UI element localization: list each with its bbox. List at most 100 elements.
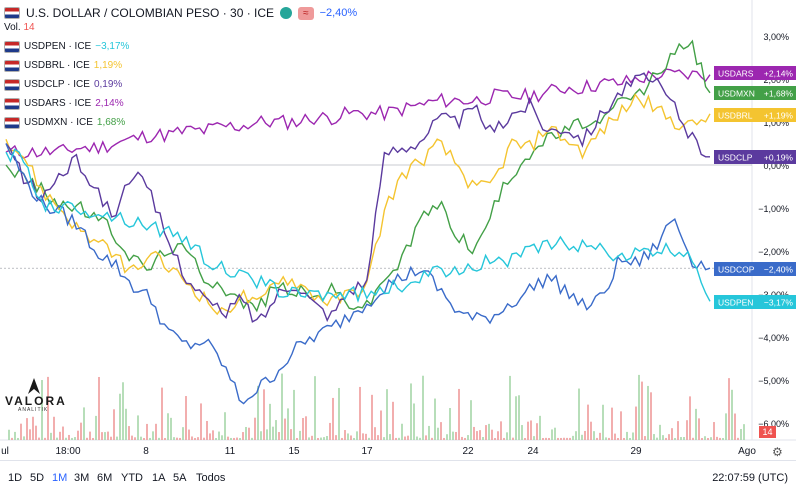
series-line-usdclp: [5, 72, 710, 323]
volume-bar: [458, 388, 460, 440]
volume-bar: [257, 385, 259, 440]
volume-bar: [695, 408, 697, 440]
y-tick-label: −6,00%: [758, 419, 789, 429]
volume-bar: [476, 431, 478, 440]
volume-bar: [644, 436, 646, 440]
volume-bar: [164, 437, 166, 440]
volume-bar: [668, 434, 670, 440]
volume-bar: [299, 430, 301, 440]
range-button-todos[interactable]: Todos: [196, 472, 226, 484]
volume-bar: [65, 437, 67, 440]
volume-bar: [590, 421, 592, 440]
volume-bar: [524, 437, 526, 440]
x-tick-label: 11: [225, 446, 236, 457]
volume-bar: [512, 437, 514, 440]
volume-bar: [377, 435, 379, 440]
volume-bar: [725, 413, 727, 440]
volume-bar: [125, 408, 127, 440]
range-button-1d[interactable]: 1D: [8, 472, 23, 484]
volume-bar: [407, 435, 409, 440]
gear-icon[interactable]: ⚙: [772, 445, 783, 459]
volume-bar: [170, 417, 172, 440]
main-change: −2,40%: [319, 7, 358, 19]
volume-bar: [401, 423, 403, 440]
volume-bar: [284, 418, 286, 440]
volume-bar: [209, 433, 211, 440]
legend-item[interactable]: USDPEN · ICE −3,17%: [4, 37, 357, 56]
volume-bar: [560, 437, 562, 440]
volume-bar: [365, 433, 367, 440]
volume-bar: [599, 432, 601, 440]
volume-bar: [167, 413, 169, 440]
volume-bar: [47, 376, 49, 440]
volume-bar: [239, 437, 241, 440]
volume-bar: [323, 437, 325, 440]
volume-bar: [608, 437, 610, 440]
range-button-5d[interactable]: 5D: [30, 472, 45, 484]
volume-bar: [518, 395, 520, 440]
volume-bar: [713, 422, 715, 440]
market-status-icon[interactable]: [280, 7, 293, 19]
legend-item[interactable]: USDARS · ICE 2,14%: [4, 94, 357, 113]
volume-bar: [362, 433, 364, 440]
volume-bar: [59, 431, 61, 440]
volume-bar: [497, 431, 499, 440]
volume-bar: [515, 396, 517, 440]
volume-bar: [83, 407, 85, 440]
legend-item[interactable]: USDCLP · ICE 0,19%: [4, 75, 357, 94]
volume-bar: [152, 431, 154, 440]
volume-bar: [245, 426, 247, 440]
volume-bar: [452, 431, 454, 440]
volume-bar: [338, 387, 340, 440]
volume-bar: [656, 437, 658, 440]
flag-icon: [4, 7, 20, 19]
volume-bar: [743, 424, 745, 440]
range-button-ytd[interactable]: YTD: [121, 472, 143, 484]
volume-bar: [242, 432, 244, 440]
volume-bar: [530, 420, 532, 440]
volume-bar: [317, 437, 319, 440]
volume-bar: [596, 437, 598, 440]
volume-bar: [614, 433, 616, 440]
price-label-name: USDCOP: [718, 265, 755, 275]
range-button-1m[interactable]: 1M: [52, 472, 68, 484]
volume-bar: [686, 420, 688, 440]
legend-item[interactable]: USDBRL · ICE 1,19%: [4, 56, 357, 75]
legend-change: 0,19%: [93, 79, 123, 90]
chart-area[interactable]: 3,00%2,00%1,00%0,00%−1,00%−2,00%−3,00%−4…: [0, 0, 796, 460]
volume-bar: [479, 430, 481, 440]
range-button-5a[interactable]: 5A: [173, 472, 187, 484]
volume-bar: [272, 426, 274, 440]
legend-label: USDBRL · ICE: [24, 60, 90, 71]
range-button-6m[interactable]: 6M: [97, 472, 113, 484]
volume-bar: [41, 380, 43, 440]
series-line-usdpen: [5, 148, 711, 303]
volume-bar: [569, 437, 571, 440]
volume-bar: [215, 437, 217, 440]
volume-bar: [578, 388, 580, 440]
volume-bar: [728, 378, 730, 440]
volume-bar: [593, 431, 595, 440]
volume-bar: [329, 422, 331, 440]
volume-bar: [233, 437, 235, 440]
volume-bar: [203, 437, 205, 440]
volume-bar: [134, 437, 136, 440]
volume-bar: [224, 412, 226, 440]
volume-bar: [464, 437, 466, 440]
volume-bar: [716, 436, 718, 440]
volume-bar: [77, 430, 79, 440]
volume-bar: [632, 432, 634, 440]
volume-axis-badge: 14: [759, 426, 776, 438]
range-button-3m[interactable]: 3M: [74, 472, 90, 484]
volume-bar: [389, 434, 391, 440]
volume-bar: [737, 437, 739, 440]
volume-bar: [119, 393, 121, 440]
volume-bar: [161, 387, 163, 440]
legend-item[interactable]: USDMXN · ICE 1,68%: [4, 113, 357, 132]
legend-label: USDCLP · ICE: [24, 79, 90, 90]
volume-bar: [95, 415, 97, 440]
volume-bar: [662, 435, 664, 440]
range-button-1a[interactable]: 1A: [152, 472, 166, 484]
flag-icon: [4, 78, 20, 91]
compare-badge[interactable]: ≈: [298, 6, 314, 20]
